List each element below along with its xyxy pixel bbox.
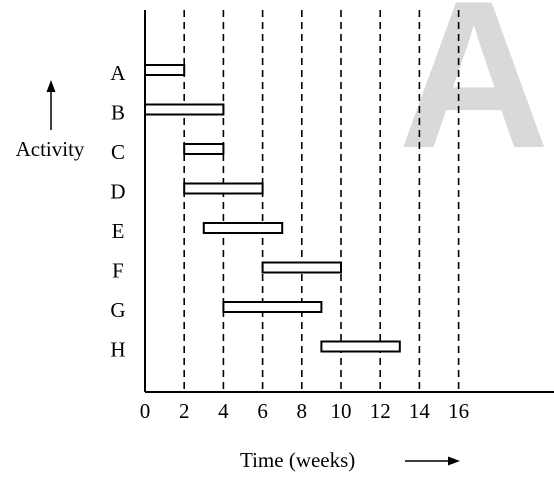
bar-e [202,222,284,234]
category-label-d: D [110,180,125,204]
category-label-e: E [112,219,125,243]
x-tick-label: 6 [257,399,268,423]
category-label-g: G [110,298,125,322]
bar-c [183,143,225,155]
axes [144,10,554,393]
x-tick-label: 16 [448,399,469,423]
bar-h [320,340,401,353]
y-axis-label: Activity [16,137,85,161]
x-tick-label: 12 [370,399,391,423]
bar-g [222,301,323,313]
x-axis-label: Time (weeks) [240,448,355,472]
gridlines [183,10,460,392]
x-tick-label: 8 [297,399,308,423]
x-tick-label: 10 [331,399,352,423]
x-tick-label: 4 [218,399,229,423]
bar-a [144,64,186,76]
category-label-b: B [111,101,125,125]
bars [144,64,401,353]
x-arrow-head [448,456,460,466]
bar-f [261,261,343,274]
x-tick-label: 0 [140,399,151,423]
category-label-h: H [110,338,125,362]
y-arrow-head [46,80,56,92]
category-label-a: A [110,61,126,85]
category-label-f: F [112,259,124,283]
watermark-letter: A [398,0,550,192]
x-tick-label: 2 [179,399,190,423]
x-tick-labels: 0 2 4 6 8 10 12 14 16 [140,399,469,423]
category-label-c: C [111,140,125,164]
bar-b [144,103,225,116]
x-tick-label: 14 [409,399,431,423]
bar-d [183,182,264,195]
